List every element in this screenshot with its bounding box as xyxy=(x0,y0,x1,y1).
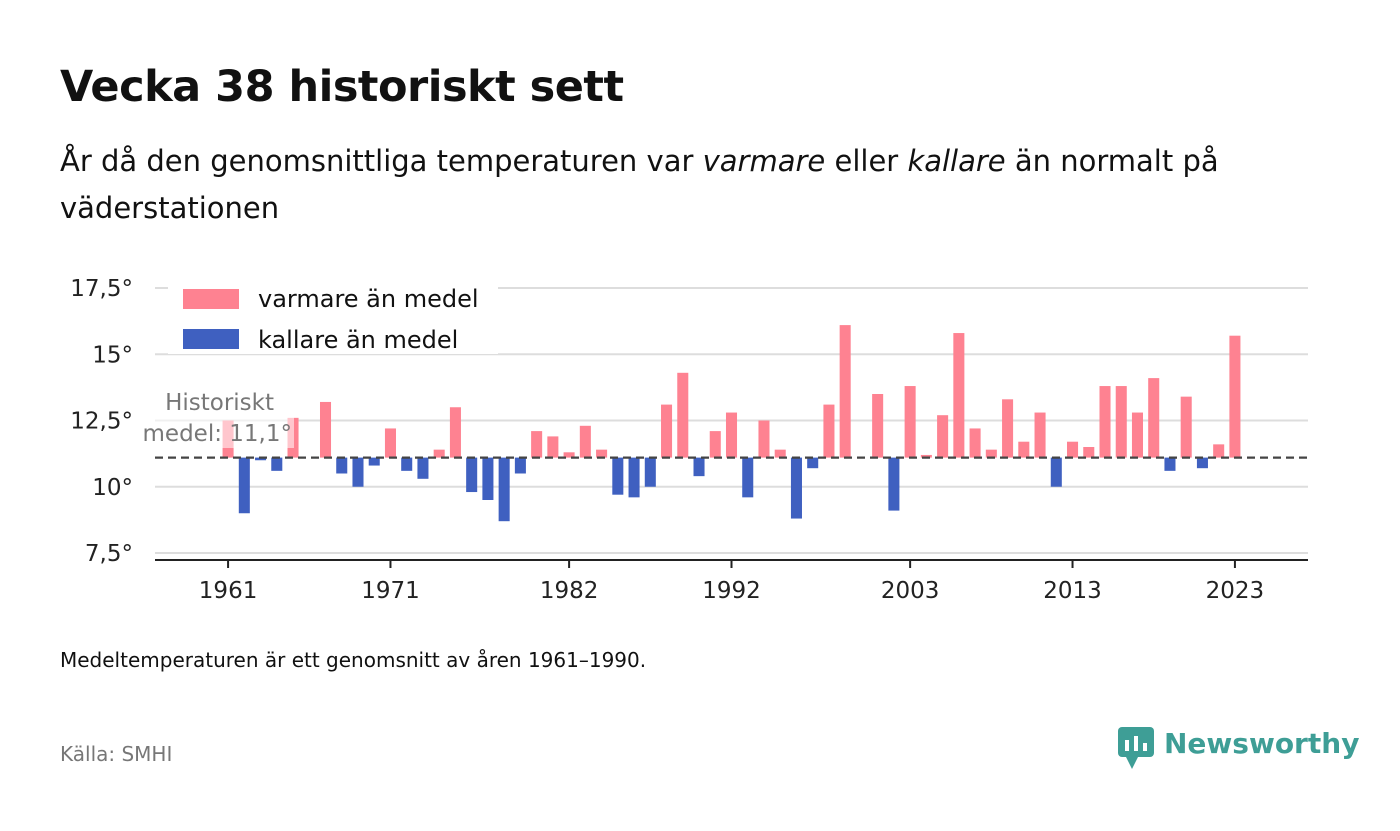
bar-cold xyxy=(1164,457,1176,471)
bar-cold xyxy=(336,457,348,474)
subtitle-text-1: År då den genomsnittliga temperaturen va… xyxy=(60,144,703,178)
bar-chart: 7,5° 10° 12,5° 15° 17,5° Historiskt medel: 1… xyxy=(70,276,1308,604)
x-tick-label: 2013 xyxy=(1043,578,1102,604)
bar-warm xyxy=(839,325,851,458)
x-tick-label: 1992 xyxy=(702,578,761,604)
bar-warm xyxy=(1018,441,1030,458)
subtitle-text-3: än normalt på väderstationen xyxy=(60,144,1219,225)
y-tick-label: 12,5° xyxy=(70,409,133,435)
bar-warm xyxy=(1180,396,1192,458)
bar-cold xyxy=(1050,457,1062,487)
bar-warm xyxy=(823,404,835,458)
legend[interactable]: varmare än medel kallare än medel xyxy=(168,276,498,354)
bar-warm xyxy=(531,431,543,458)
brand[interactable]: Newsworthy xyxy=(1118,727,1359,773)
bar-warm xyxy=(953,333,965,458)
subtitle-colder: kallare xyxy=(907,144,1006,178)
bar-warm xyxy=(1115,386,1127,458)
bar-warm xyxy=(1213,444,1225,458)
x-tick-label: 2023 xyxy=(1206,578,1265,604)
bar-warm xyxy=(920,454,932,458)
bar-cold xyxy=(628,457,640,498)
legend-cold-label: kallare än medel xyxy=(258,326,458,354)
bar-cold xyxy=(888,457,900,511)
x-tick-label: 1961 xyxy=(199,578,258,604)
bar-cold xyxy=(742,457,754,498)
bar-warm xyxy=(709,431,721,458)
bar-warm xyxy=(904,386,916,458)
bar-warm xyxy=(661,404,673,458)
y-tick-label: 15° xyxy=(92,342,133,368)
bar-warm xyxy=(725,412,738,458)
bar-cold xyxy=(514,457,526,474)
bar-warm xyxy=(579,425,591,458)
bar-warm xyxy=(596,449,608,458)
source-note: Källa: SMHI xyxy=(60,742,173,766)
bar-cold xyxy=(255,457,267,461)
bar-warm xyxy=(1229,335,1241,458)
bar-cold xyxy=(498,457,510,522)
x-tick-label: 1982 xyxy=(540,578,599,604)
bar-warm xyxy=(1083,447,1095,458)
bar-warm xyxy=(1148,378,1160,458)
bar-warm xyxy=(563,452,575,458)
subtitle-text-2: eller xyxy=(825,144,908,178)
bar-cold xyxy=(612,457,624,495)
bar-cold xyxy=(693,457,705,477)
bar-cold xyxy=(644,457,656,487)
bar-cold xyxy=(238,457,250,514)
bar-warm xyxy=(449,407,461,458)
bar-cold xyxy=(368,457,380,466)
y-axis: 7,5° 10° 12,5° 15° 17,5° xyxy=(70,276,133,567)
bar-warm xyxy=(677,372,689,458)
legend-warm-swatch xyxy=(183,289,239,309)
footnote: Medeltemperaturen är ett genomsnitt av å… xyxy=(60,648,647,672)
bar-warm xyxy=(969,428,981,458)
bar-cold xyxy=(1196,457,1208,469)
reference-label-line-2: medel: 11,1° xyxy=(143,421,292,447)
bar-warm xyxy=(1034,412,1046,458)
bar-warm xyxy=(937,415,949,458)
reference-label: Historiskt medel: 11,1° xyxy=(134,386,294,448)
bar-warm xyxy=(758,420,770,458)
newsworthy-logo-icon xyxy=(1118,727,1154,769)
bar-cold xyxy=(271,457,283,471)
x-axis: 1961 1971 1982 1992 2003 2013 2023 xyxy=(199,560,1264,604)
bar-warm xyxy=(547,436,559,458)
y-tick-label: 17,5° xyxy=(70,276,133,302)
legend-warm-label: varmare än medel xyxy=(258,285,479,313)
subtitle-warmer: varmare xyxy=(702,144,826,178)
bar-warm xyxy=(1099,386,1111,458)
reference-label-line-1: Historiskt xyxy=(165,390,274,416)
x-tick-label: 1971 xyxy=(361,578,420,604)
bar-cold xyxy=(790,457,802,519)
bar-cold xyxy=(466,457,478,493)
bar-cold xyxy=(417,457,429,479)
bar-warm xyxy=(384,428,396,458)
bar-cold xyxy=(482,457,494,500)
brand-name: Newsworthy xyxy=(1164,727,1360,760)
bar-cold xyxy=(807,457,819,469)
legend-cold-swatch xyxy=(183,329,239,349)
bar-cold xyxy=(401,457,413,471)
bar-warm xyxy=(774,449,786,458)
bar-warm xyxy=(1002,399,1014,458)
reference-label-background xyxy=(134,386,294,448)
bar-warm xyxy=(985,449,997,458)
y-tick-label: 10° xyxy=(92,475,133,501)
y-tick-label: 7,5° xyxy=(85,541,133,567)
bar-warm xyxy=(1067,441,1079,458)
bar-warm xyxy=(872,394,884,458)
chart-title: Vecka 38 historiskt sett xyxy=(60,62,624,112)
bar-warm xyxy=(319,401,332,458)
bar-cold xyxy=(352,457,364,487)
bar-warm xyxy=(1131,412,1143,458)
x-tick-label: 2003 xyxy=(881,578,940,604)
bar-warm xyxy=(433,449,445,458)
chart-subtitle: År då den genomsnittliga temperaturen va… xyxy=(60,138,1300,232)
